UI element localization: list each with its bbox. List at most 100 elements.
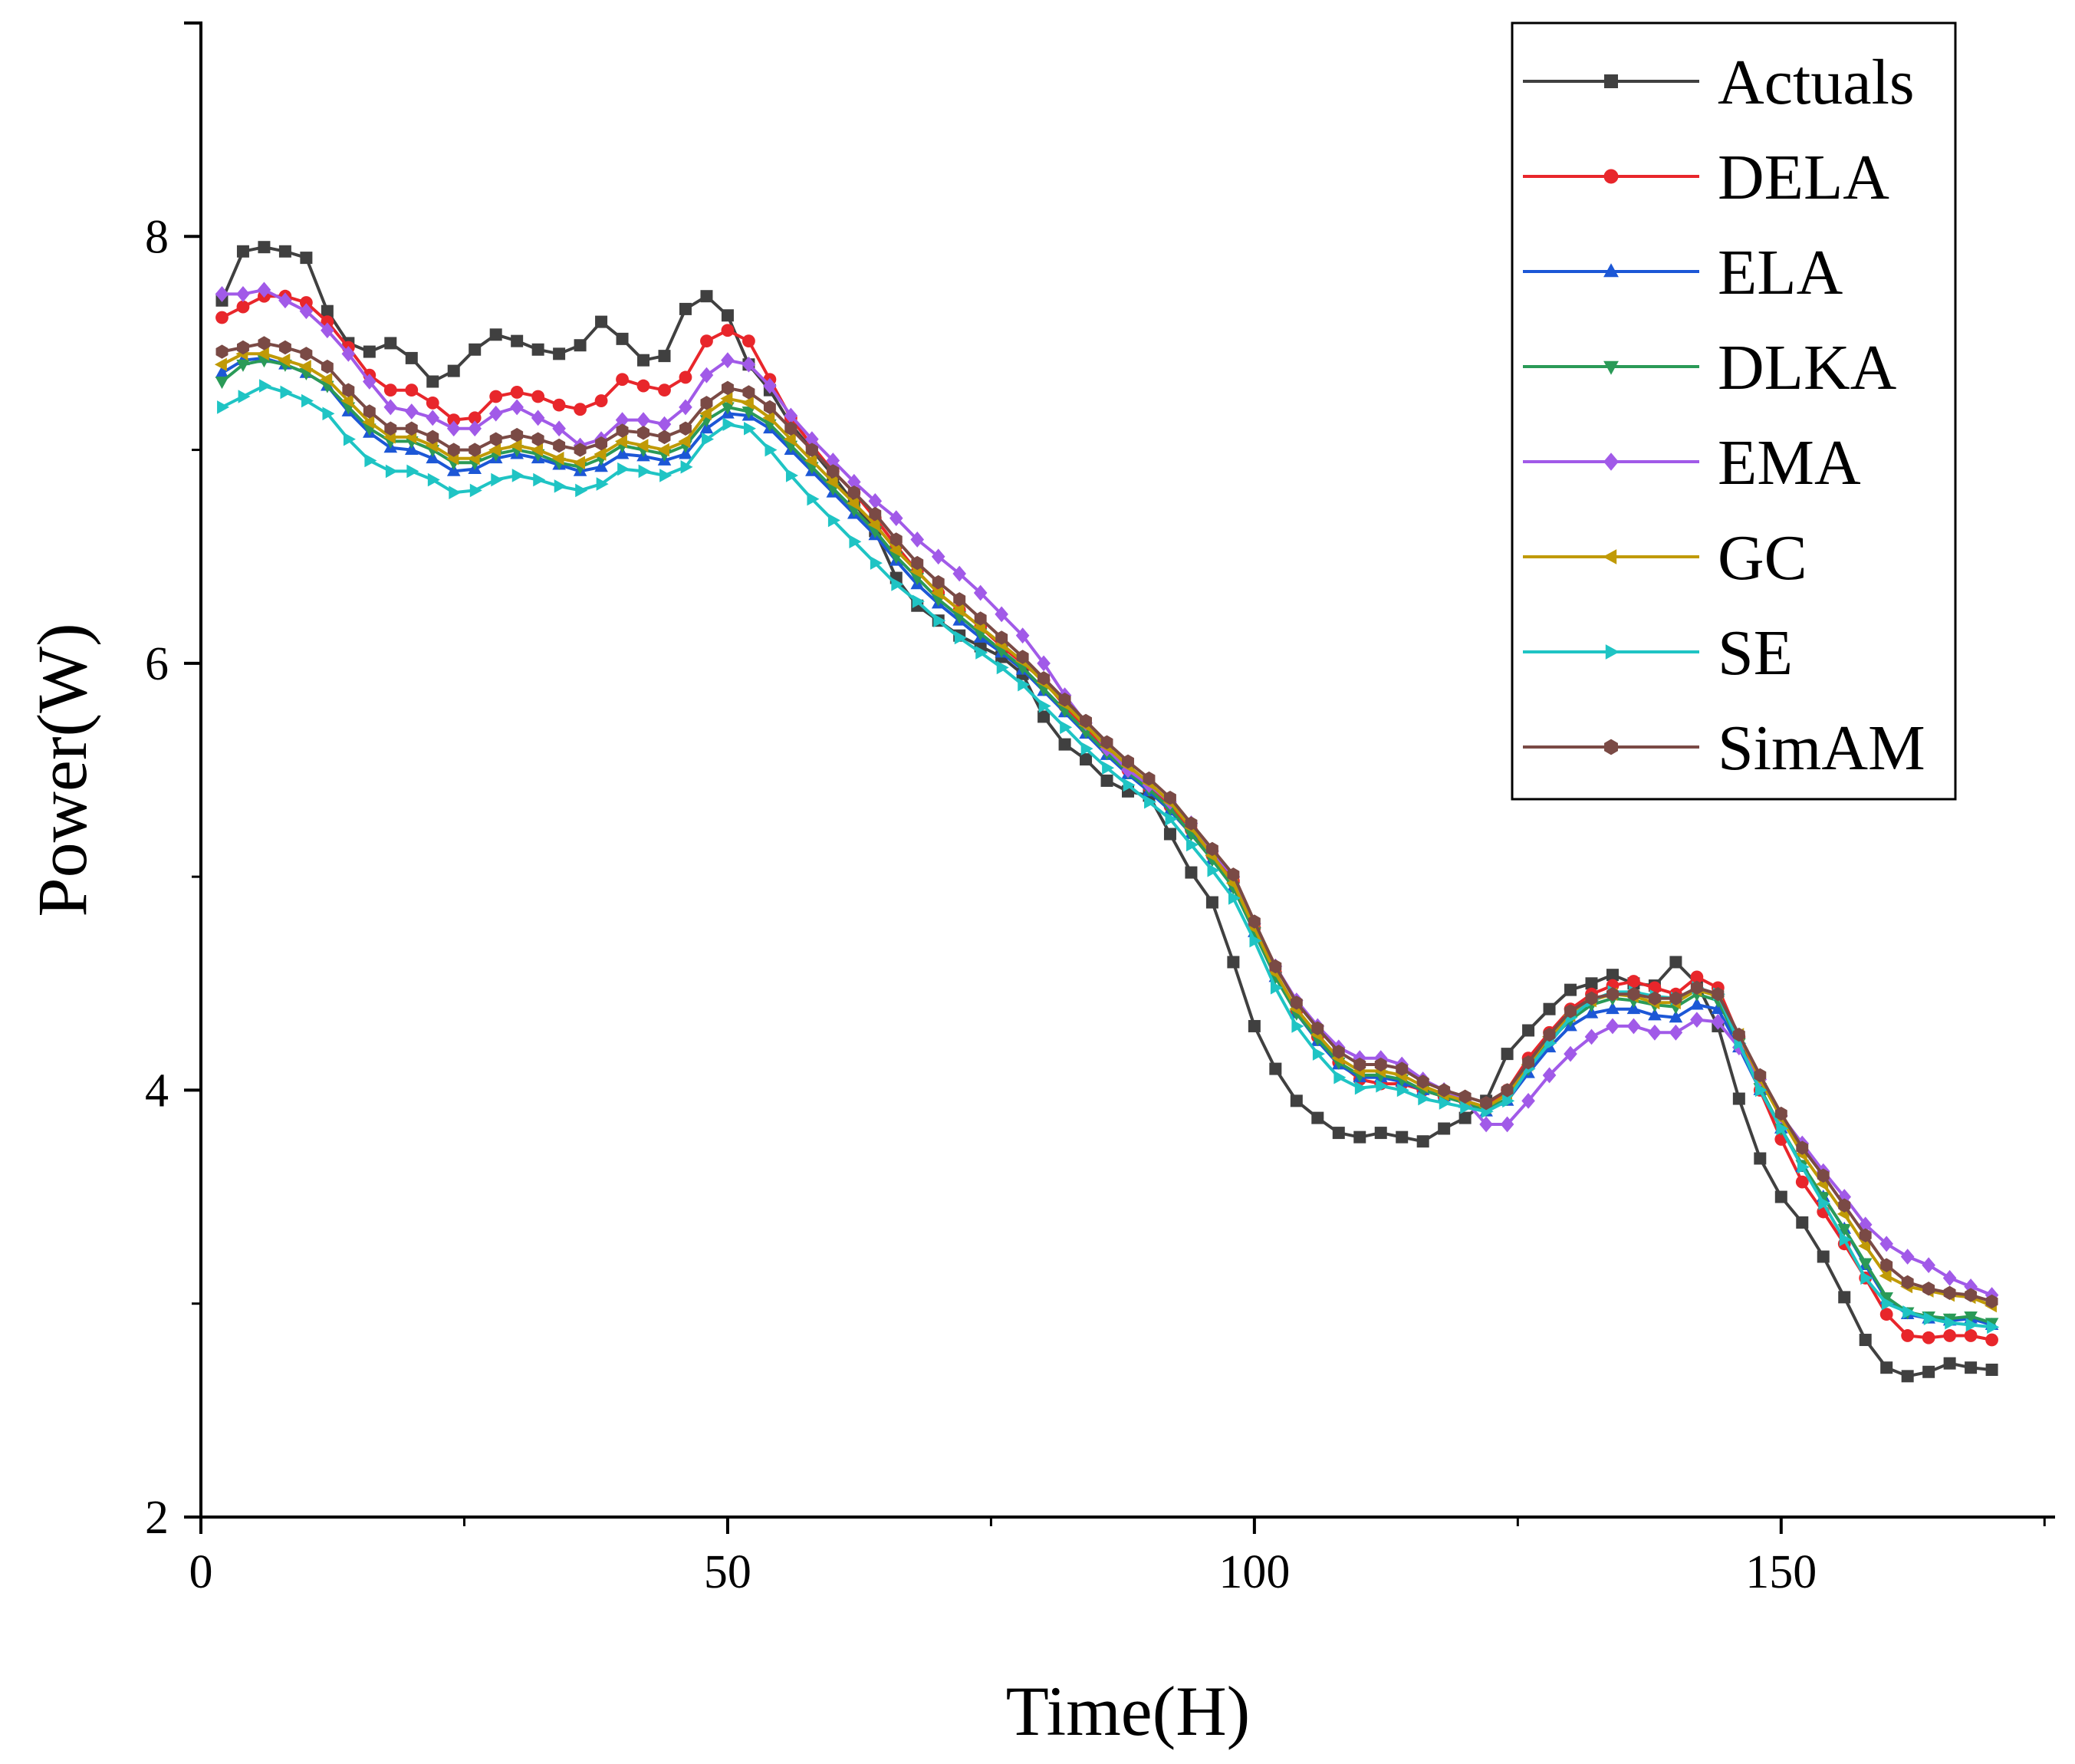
data-point-se	[870, 556, 883, 570]
data-point-ema	[1732, 1039, 1746, 1056]
data-point-actuals	[321, 304, 334, 318]
legend-marker-dlka	[1603, 360, 1619, 375]
legend-marker-gc	[1603, 549, 1617, 564]
data-point-dela	[574, 403, 587, 416]
y-tick-label: 4	[145, 1065, 169, 1117]
data-point-simam	[405, 421, 418, 436]
legend-label-gc: GC	[1718, 522, 1807, 594]
data-point-ema	[910, 532, 925, 548]
data-point-gc	[889, 543, 902, 558]
data-point-simam	[1859, 1228, 1872, 1242]
data-point-ema	[784, 407, 798, 424]
data-point-simam	[658, 429, 671, 445]
data-point-simam	[805, 443, 818, 457]
legend-item-se: SE	[1523, 617, 1793, 689]
data-point-simam	[1374, 1057, 1387, 1072]
series-layer	[214, 241, 2000, 1383]
data-point-se	[238, 390, 251, 403]
data-point-simam	[1648, 991, 1661, 1005]
data-point-gc	[783, 432, 796, 446]
x-tick-label: 100	[1218, 1546, 1290, 1598]
data-point-dlka	[1837, 1223, 1852, 1236]
data-point-simam	[616, 423, 629, 438]
data-point-simam	[1163, 790, 1176, 805]
data-point-se	[617, 462, 630, 476]
data-point-ema	[1690, 1012, 1704, 1028]
data-point-simam	[1522, 1055, 1535, 1070]
data-point-dela	[383, 383, 397, 397]
data-point-simam	[384, 421, 397, 436]
data-point-dela	[1690, 970, 1704, 984]
data-point-gc	[804, 453, 817, 468]
data-point-se	[554, 479, 567, 493]
legend-label-simam: SimAM	[1718, 713, 1925, 784]
legend-label-se: SE	[1718, 617, 1793, 689]
data-point-se	[511, 469, 525, 482]
data-point-se	[385, 464, 398, 479]
data-point-simam	[1480, 1095, 1493, 1111]
data-point-se	[1502, 1094, 1515, 1108]
data-point-se	[1144, 795, 1157, 809]
data-point-gc	[720, 391, 733, 406]
y-axis-title: Power(W)	[23, 623, 101, 917]
data-point-dela	[742, 334, 755, 348]
data-point-dela	[1901, 1329, 1915, 1342]
legend: Actuals DELA ELA DLKA EMA GC SE SimAM	[1511, 21, 1957, 801]
data-point-ema	[1015, 627, 1030, 644]
data-point-dlka	[721, 402, 735, 415]
data-point-ela	[1669, 1010, 1683, 1023]
data-point-simam	[995, 630, 1008, 645]
data-point-simam	[700, 396, 713, 410]
data-point-se	[765, 443, 778, 457]
data-point-dlka	[742, 406, 756, 420]
data-point-dela	[679, 370, 692, 384]
data-point-simam	[278, 340, 291, 355]
data-point-actuals	[1585, 977, 1598, 990]
data-point-se	[1418, 1091, 1431, 1106]
data-point-actuals	[1332, 1127, 1345, 1140]
data-point-actuals	[1416, 1135, 1429, 1148]
data-point-actuals	[1838, 1291, 1851, 1304]
data-point-actuals	[1080, 753, 1093, 766]
data-point-simam	[1985, 1294, 1998, 1309]
data-point-simam	[447, 443, 460, 457]
data-point-dela	[531, 390, 545, 403]
data-point-ema	[215, 286, 229, 302]
data-point-actuals	[721, 309, 734, 322]
data-point-se	[575, 483, 588, 498]
data-point-ema	[426, 410, 440, 426]
data-point-actuals	[1817, 1250, 1830, 1263]
data-point-simam	[1080, 713, 1093, 729]
data-point-simam	[1880, 1258, 1893, 1272]
data-point-ema	[636, 412, 650, 429]
data-point-ela	[1606, 1002, 1620, 1015]
data-point-simam	[1038, 671, 1051, 686]
data-point-se	[1038, 699, 1051, 713]
data-point-actuals	[1374, 1127, 1387, 1140]
data-point-se	[1291, 1019, 1304, 1033]
data-point-dela	[1879, 1308, 1893, 1321]
data-point-dlka	[1964, 1311, 1978, 1325]
data-point-ema	[488, 405, 503, 422]
data-point-dela	[1922, 1331, 1935, 1344]
data-point-ema	[868, 492, 883, 509]
data-point-se	[912, 594, 925, 608]
data-point-simam	[1290, 996, 1303, 1010]
data-point-actuals	[1901, 1370, 1914, 1383]
data-point-gc	[298, 360, 311, 374]
data-point-actuals	[1522, 1024, 1535, 1037]
data-point-simam	[1627, 987, 1640, 1002]
data-point-gc	[362, 415, 375, 429]
data-point-dlka	[215, 377, 229, 390]
data-point-ema	[1479, 1116, 1493, 1133]
data-point-simam	[1774, 1106, 1787, 1121]
data-point-ema	[321, 322, 334, 339]
data-point-se	[469, 483, 482, 498]
data-point-actuals	[1943, 1357, 1956, 1370]
data-point-se	[1881, 1296, 1894, 1311]
data-point-gc	[699, 406, 712, 421]
data-point-ema	[973, 584, 988, 601]
data-point-simam	[1353, 1057, 1366, 1072]
data-point-simam	[1332, 1045, 1345, 1059]
